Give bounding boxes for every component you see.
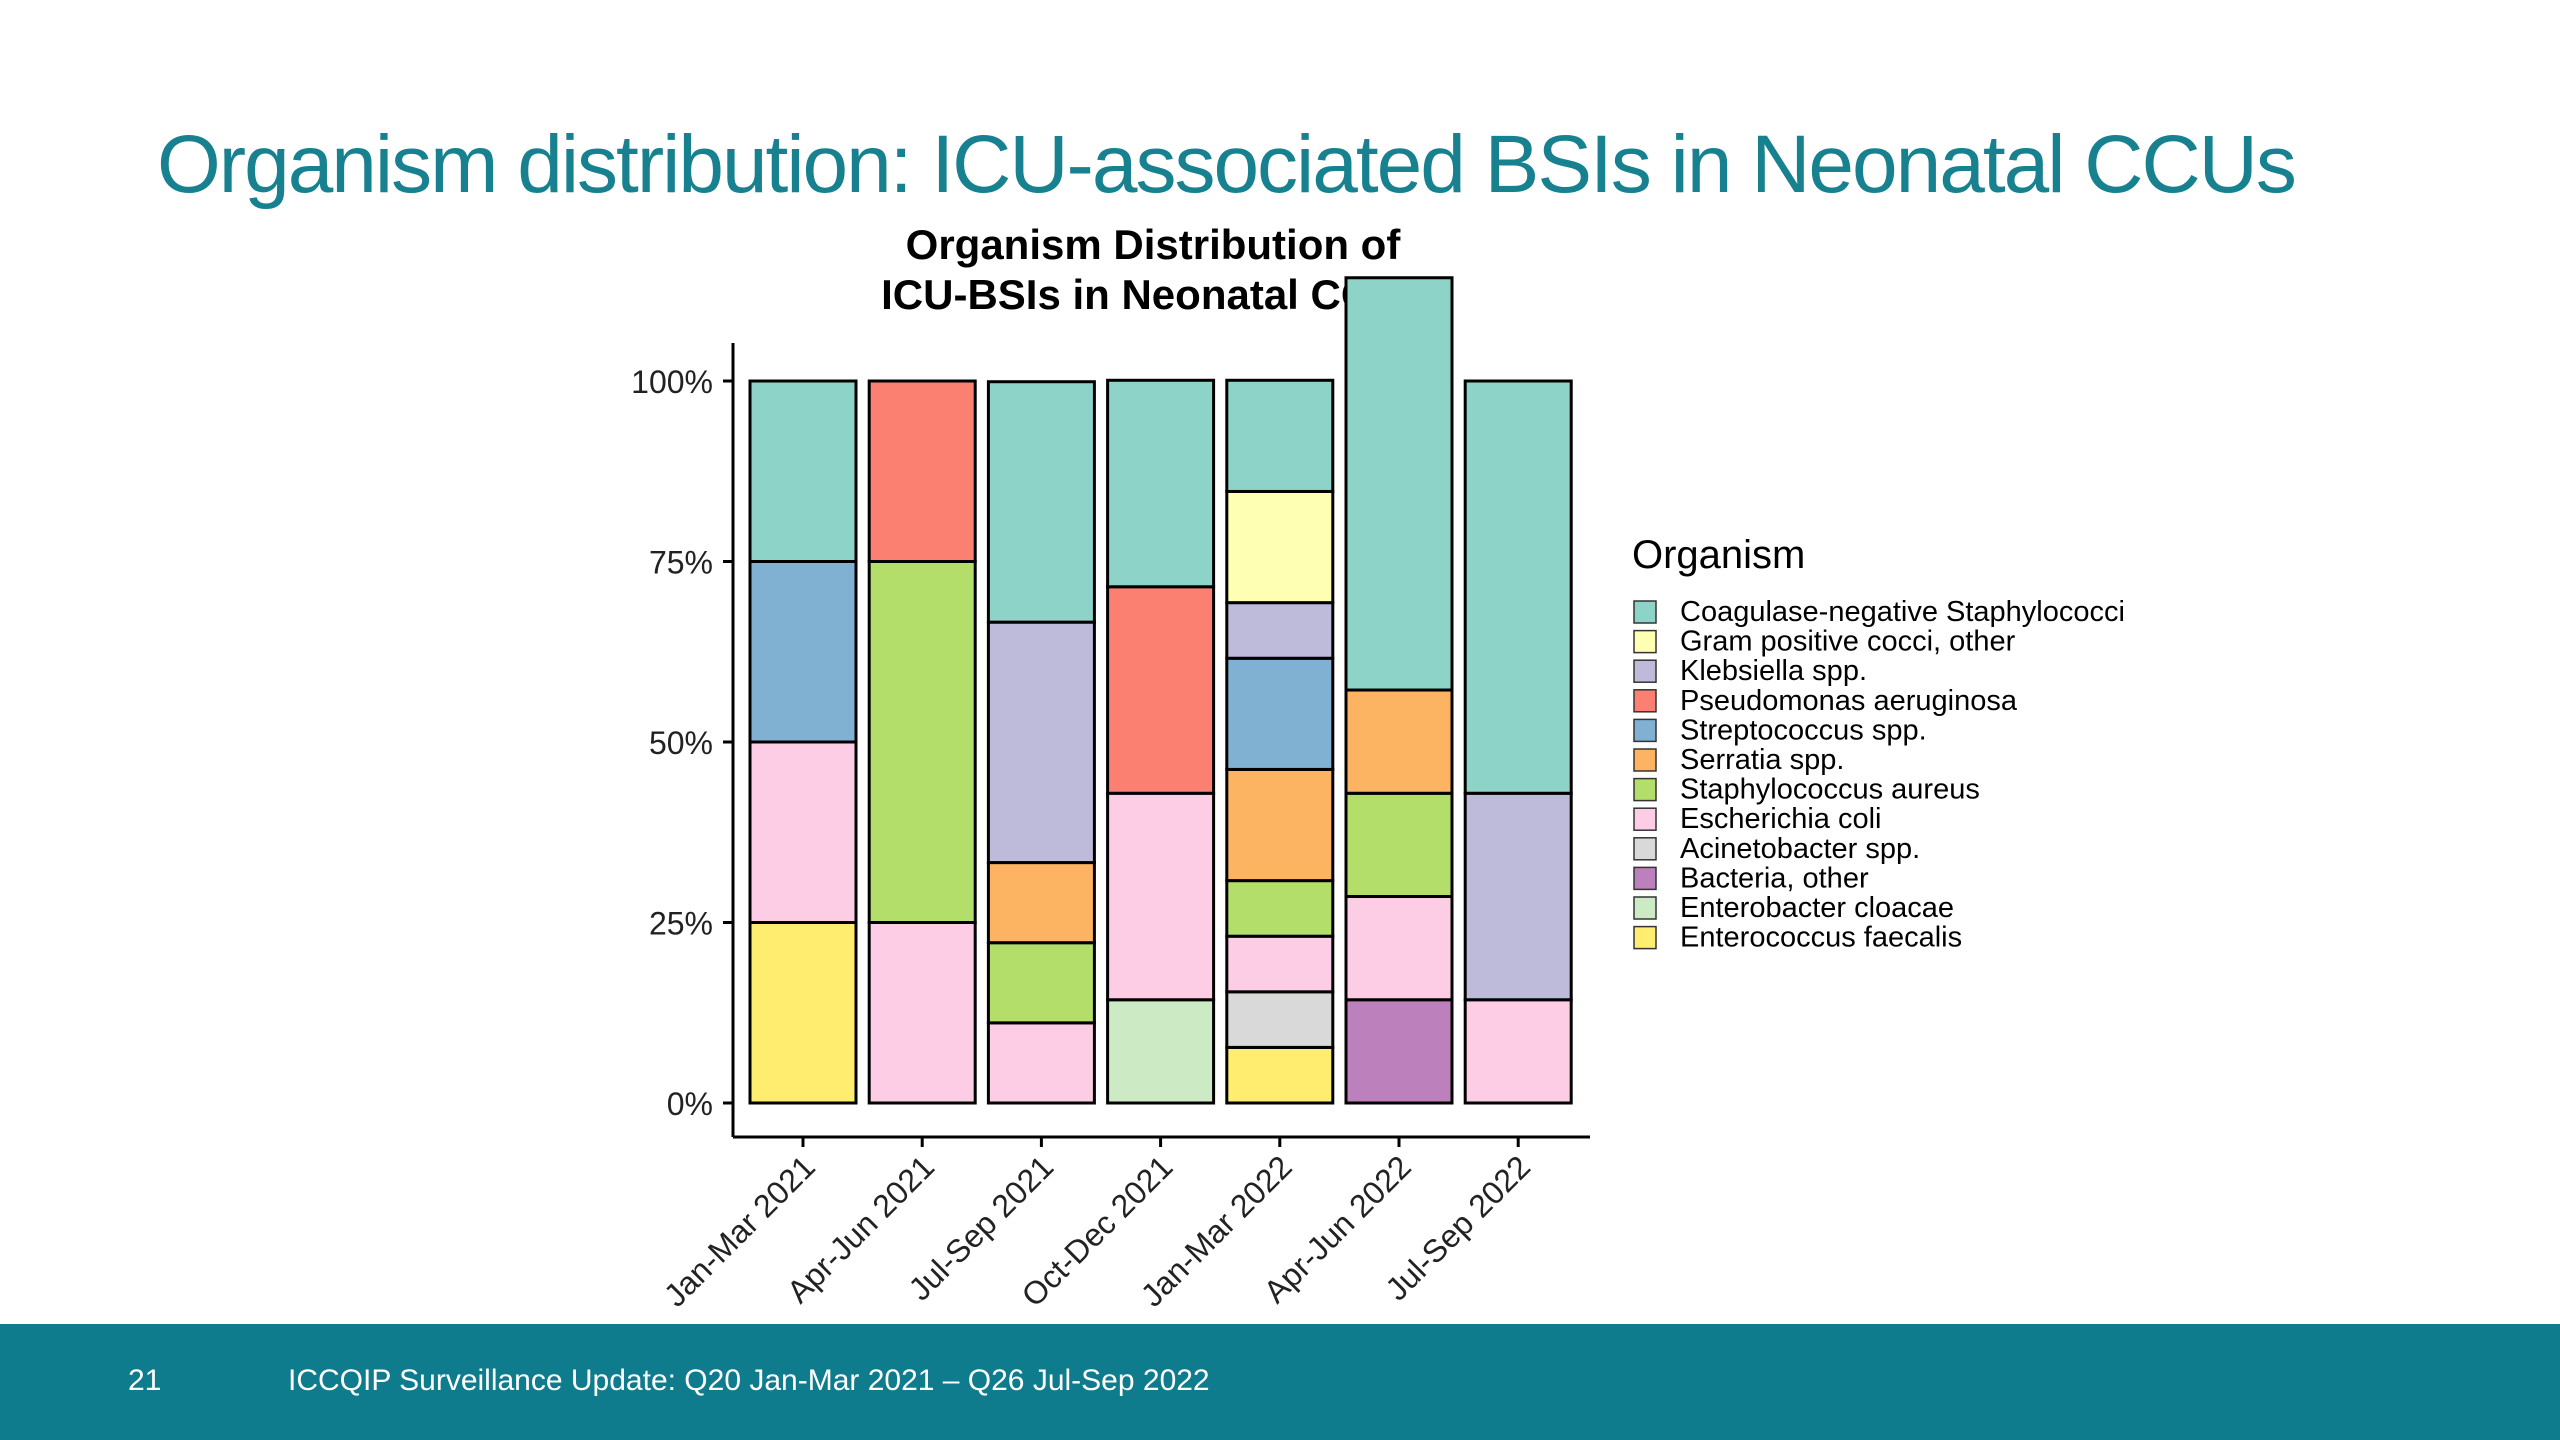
- legend-swatch: [1633, 866, 1657, 891]
- legend-label: Bacteria, other: [1680, 862, 1869, 894]
- legend-swatch: [1633, 600, 1657, 624]
- legend-swatch: [1633, 689, 1657, 713]
- legend-label: Enterobacter cloacae: [1680, 892, 1954, 924]
- bar-segment: [1463, 379, 1573, 795]
- legend-swatch: [1633, 718, 1657, 743]
- bar-segment: [1106, 378, 1216, 589]
- bar-segment: [986, 1021, 1096, 1105]
- bar-segment: [748, 921, 858, 1105]
- page-number: 21: [128, 1364, 162, 1397]
- bar-segment: [1344, 998, 1454, 1105]
- legend-swatch: [1633, 777, 1657, 802]
- legend-label: Acinetobacter spp.: [1680, 833, 1920, 865]
- legend-swatch: [1633, 807, 1657, 831]
- bar-segment: [1344, 791, 1454, 899]
- chart-title-line: Organism Distribution of: [906, 221, 1402, 268]
- bar-segment: [1225, 1045, 1335, 1105]
- y-tick-label: 25%: [649, 906, 713, 942]
- legend-swatch: [1633, 629, 1657, 654]
- bar-segment: [1225, 934, 1335, 994]
- bar-segment: [986, 861, 1096, 945]
- bar-segment: [1463, 791, 1573, 1002]
- legend-label: Klebsiella spp.: [1680, 655, 1867, 687]
- legend-label: Coagulase-negative Staphylococci: [1680, 596, 2125, 628]
- bar-segment: [1463, 998, 1573, 1105]
- legend-swatch: [1633, 837, 1657, 861]
- bar-segment: [867, 560, 977, 924]
- bar-segment: [1225, 489, 1335, 605]
- footer-bar: 21 ICCQIP Surveillance Update: Q20 Jan-M…: [0, 1324, 2560, 1440]
- legend-title: Organism: [1632, 533, 1805, 577]
- legend-label: Pseudomonas aeruginosa: [1680, 685, 2018, 717]
- bar-segment: [1106, 791, 1216, 1002]
- y-tick-label: 0%: [667, 1086, 713, 1122]
- bar-segment: [986, 620, 1096, 865]
- bar-segment: [867, 921, 977, 1105]
- legend-label: Gram positive cocci, other: [1680, 626, 2016, 658]
- legend-label: Escherichia coli: [1680, 803, 1881, 835]
- bar-segment: [1344, 688, 1454, 795]
- bar-segment: [986, 941, 1096, 1025]
- bar-segment: [1225, 378, 1335, 493]
- footer-text: ICCQIP Surveillance Update: Q20 Jan-Mar …: [288, 1364, 1210, 1397]
- legend-swatch: [1633, 748, 1657, 772]
- bar-segment: [1106, 585, 1216, 795]
- bar-segment: [1225, 990, 1335, 1049]
- y-tick-label: 75%: [649, 545, 713, 581]
- bar-segment: [1225, 656, 1335, 771]
- bar-segment: [1225, 767, 1335, 883]
- legend-label: Staphylococcus aureus: [1680, 774, 1980, 806]
- bar-segment: [867, 379, 977, 563]
- bar-segment: [1344, 895, 1454, 1002]
- legend-label: Serratia spp.: [1680, 744, 1844, 776]
- legend-label: Enterococcus faecalis: [1680, 922, 1962, 954]
- y-tick-label: 50%: [649, 725, 713, 761]
- legend-label: Streptococcus spp.: [1680, 714, 1927, 746]
- legend-swatch: [1633, 659, 1657, 683]
- bar-segment: [748, 740, 858, 924]
- slide-title: Organism distribution: ICU-associated BS…: [157, 119, 2297, 210]
- bar-segment: [748, 560, 858, 744]
- bar-segment: [1225, 601, 1335, 660]
- legend-swatch: [1633, 925, 1657, 950]
- bar-segment: [1225, 879, 1335, 938]
- chart-title-line: ICU-BSIs in Neonatal CCUs: [881, 271, 1425, 318]
- bar-segment: [986, 380, 1096, 624]
- bar-segment: [748, 379, 858, 563]
- legend-swatch: [1633, 896, 1657, 920]
- y-tick-label: 100%: [631, 364, 713, 400]
- bar-segment: [1106, 998, 1216, 1105]
- bar-segment: [1344, 276, 1454, 692]
